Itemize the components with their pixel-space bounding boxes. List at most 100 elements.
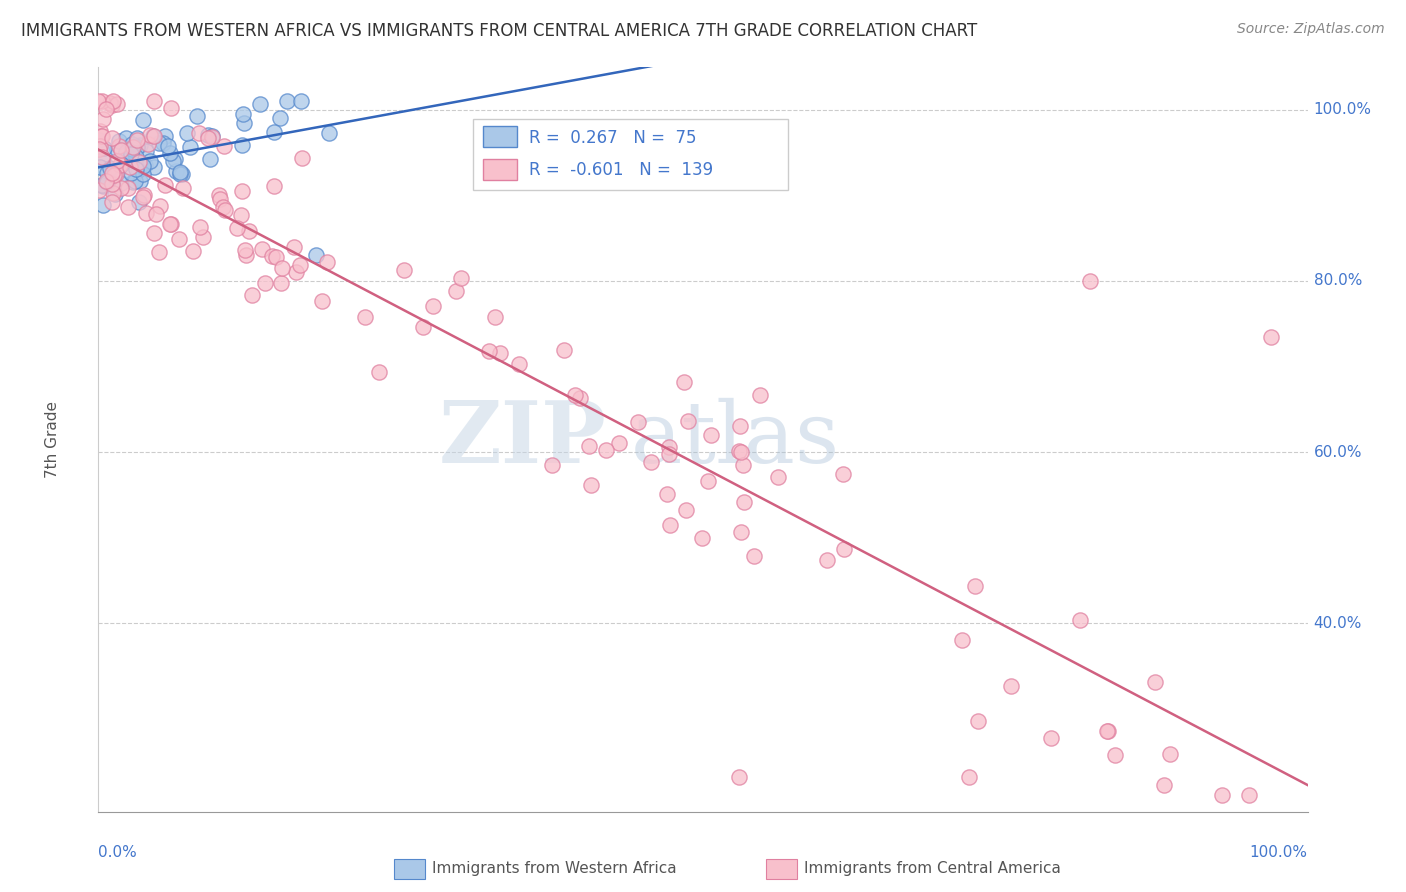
Point [353,310,375,324]
Point [104,187,127,202]
Point [91,94,114,108]
Point [176,127,198,141]
Point [214,202,236,217]
Point [89,160,111,174]
Point [728,419,751,434]
Point [655,487,678,501]
Point [733,494,755,508]
Point [142,226,165,240]
Point [139,153,162,168]
Point [103,168,125,182]
Point [1069,613,1091,627]
Point [225,221,247,235]
Point [127,162,149,177]
Point [143,128,166,143]
Point [578,439,600,453]
Point [100,161,122,175]
Text: Immigrants from Central America: Immigrants from Central America [804,862,1062,876]
Point [135,145,157,159]
Point [208,192,231,206]
Point [107,163,129,178]
Point [136,136,159,151]
Point [162,154,184,169]
Text: R =  -0.601   N =  139: R = -0.601 N = 139 [529,161,713,178]
Point [412,320,434,334]
Point [675,503,697,517]
Point [152,136,174,150]
Point [121,142,143,156]
Point [191,230,214,244]
Point [250,243,273,257]
Point [238,223,260,237]
Point [733,458,755,472]
Point [101,186,124,201]
Point [1143,675,1166,690]
Point [730,524,752,539]
Point [101,162,124,177]
Point [1104,748,1126,763]
Text: IMMIGRANTS FROM WESTERN AFRICA VS IMMIGRANTS FROM CENTRAL AMERICA 7TH GRADE CORR: IMMIGRANTS FROM WESTERN AFRICA VS IMMIGR… [21,22,977,40]
Point [263,179,285,194]
Point [676,414,699,428]
Point [148,244,170,259]
Point [201,128,224,143]
Point [240,288,263,302]
Point [120,147,142,161]
Point [115,130,138,145]
Point [214,139,236,153]
Point [118,160,141,174]
Point [103,165,125,179]
Point [276,94,298,108]
Point [155,129,177,144]
Point [1153,778,1175,792]
Point [581,478,603,492]
Point [172,180,194,194]
Point [271,260,294,275]
Point [284,265,307,279]
Point [658,440,681,454]
Point [121,136,143,151]
Point [128,154,150,169]
Point [553,343,575,358]
Point [488,346,510,360]
Point [90,128,112,143]
Point [91,178,114,193]
Point [208,187,231,202]
Point [134,158,156,172]
Point [422,299,444,313]
Point [132,188,155,202]
Point [169,167,191,181]
Point [640,455,662,469]
Point [749,388,772,402]
Point [142,94,165,108]
Point [124,173,146,187]
Point [87,183,110,197]
Point [101,94,124,108]
Point [262,249,284,263]
Point [156,139,179,153]
Text: 60.0%: 60.0% [1313,444,1362,459]
Point [478,344,501,359]
Point [288,258,311,272]
Text: 100.0%: 100.0% [1313,103,1372,117]
Point [105,154,128,169]
Point [101,165,124,179]
Point [659,518,682,533]
Point [263,126,285,140]
Point [283,239,305,253]
Point [815,552,838,566]
Text: ZIP: ZIP [439,397,606,482]
Point [730,445,752,459]
Text: 40.0%: 40.0% [1313,615,1362,631]
Point [963,579,986,593]
Text: Source: ZipAtlas.com: Source: ZipAtlas.com [1237,22,1385,37]
Point [125,139,148,153]
Point [270,276,292,290]
Point [305,248,328,262]
Point [569,391,592,405]
Point [114,147,136,161]
Point [450,271,472,285]
FancyBboxPatch shape [482,160,517,180]
Point [110,144,132,158]
Point [115,145,138,160]
